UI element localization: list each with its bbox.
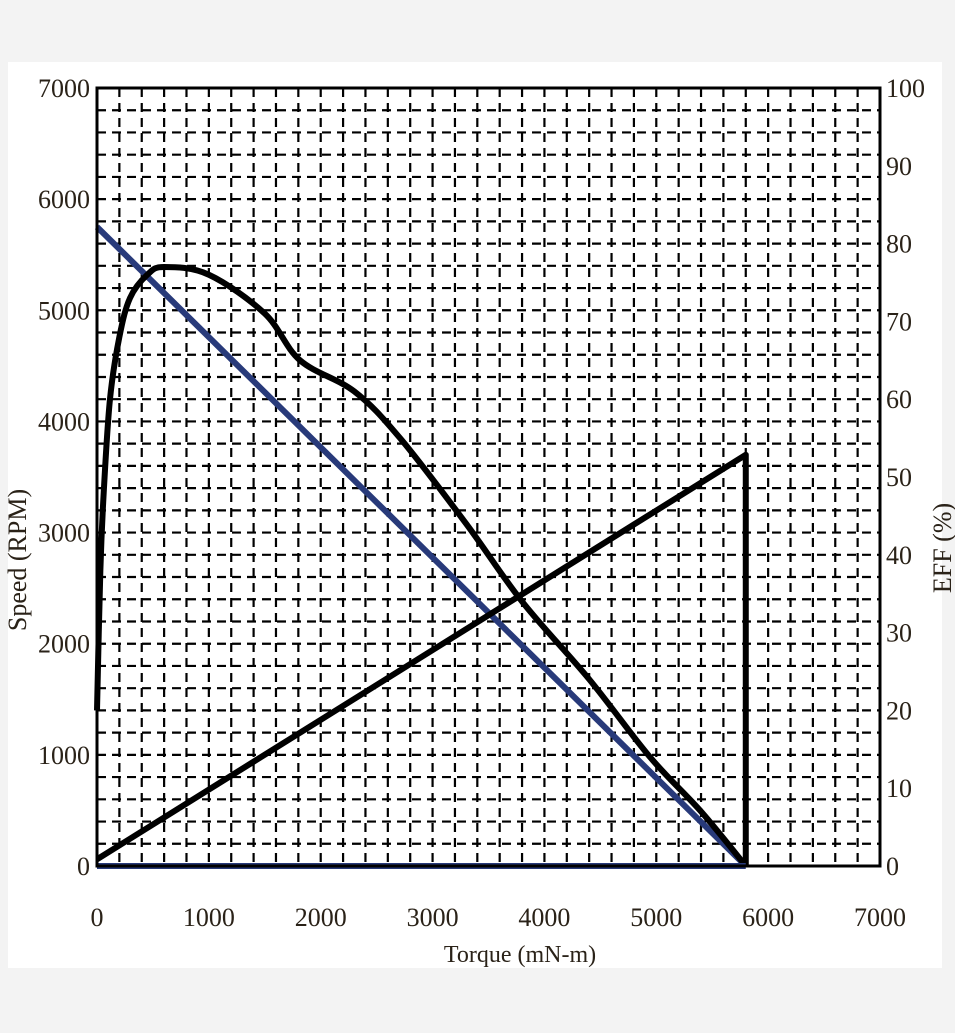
y-tick-label: 6000 — [38, 185, 90, 214]
y2-tick-label: 90 — [886, 152, 912, 181]
x-tick-label: 0 — [91, 903, 104, 932]
y-tick-label: 2000 — [38, 630, 90, 659]
x-tick-label: 6000 — [742, 903, 794, 932]
series-line-2 — [95, 451, 749, 866]
y2-tick-label: 70 — [886, 307, 912, 336]
x-tick-label: 3000 — [407, 903, 459, 932]
y2-tick-label: 20 — [886, 696, 912, 725]
y2-tick-label: 40 — [886, 541, 912, 570]
x-tick-label: 1000 — [183, 903, 235, 932]
y2-tick-label: 60 — [886, 385, 912, 414]
x-tick-label: 5000 — [630, 903, 682, 932]
grid — [97, 88, 880, 866]
plot-frame — [95, 86, 882, 868]
y2-axis-label: EFF (%) — [928, 503, 955, 593]
tick-labels: 0 1000 2000 3000 4000 5000 6000 700001000200030… — [38, 74, 925, 932]
y-tick-label: 1000 — [38, 741, 90, 770]
series-line-0 — [94, 224, 748, 869]
x-axis-label: Torque (mN-m) — [444, 942, 596, 968]
y-tick-label: 4000 — [38, 407, 90, 436]
y2-tick-label: 10 — [886, 774, 912, 803]
series-lines — [94, 224, 749, 869]
y-tick-label: 3000 — [38, 519, 90, 548]
y2-tick-label: 50 — [886, 463, 912, 492]
x-tick-label: 7000 — [854, 903, 906, 932]
x-tick-label: 4000 — [518, 903, 570, 932]
y-tick-label: 7000 — [38, 74, 90, 103]
y-axis-label: Speed (RPM) — [3, 489, 32, 631]
y-tick-label: 5000 — [38, 296, 90, 325]
y2-tick-label: 100 — [886, 74, 925, 103]
x-tick-label: 2000 — [295, 903, 347, 932]
y2-tick-label: 0 — [886, 852, 899, 881]
series-line-1 — [94, 263, 749, 868]
y-tick-label: 0 — [77, 852, 90, 881]
y2-tick-label: 30 — [886, 619, 912, 648]
y2-tick-label: 80 — [886, 230, 912, 259]
